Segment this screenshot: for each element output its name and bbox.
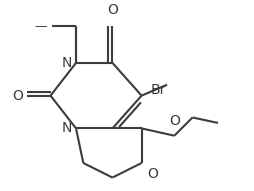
Text: O: O <box>12 89 23 103</box>
Text: O: O <box>107 3 118 17</box>
Text: Br: Br <box>151 83 166 97</box>
Text: N: N <box>62 121 72 135</box>
Text: N: N <box>62 56 72 70</box>
Text: —: — <box>34 20 47 33</box>
Text: O: O <box>169 114 180 128</box>
Text: O: O <box>147 167 158 181</box>
